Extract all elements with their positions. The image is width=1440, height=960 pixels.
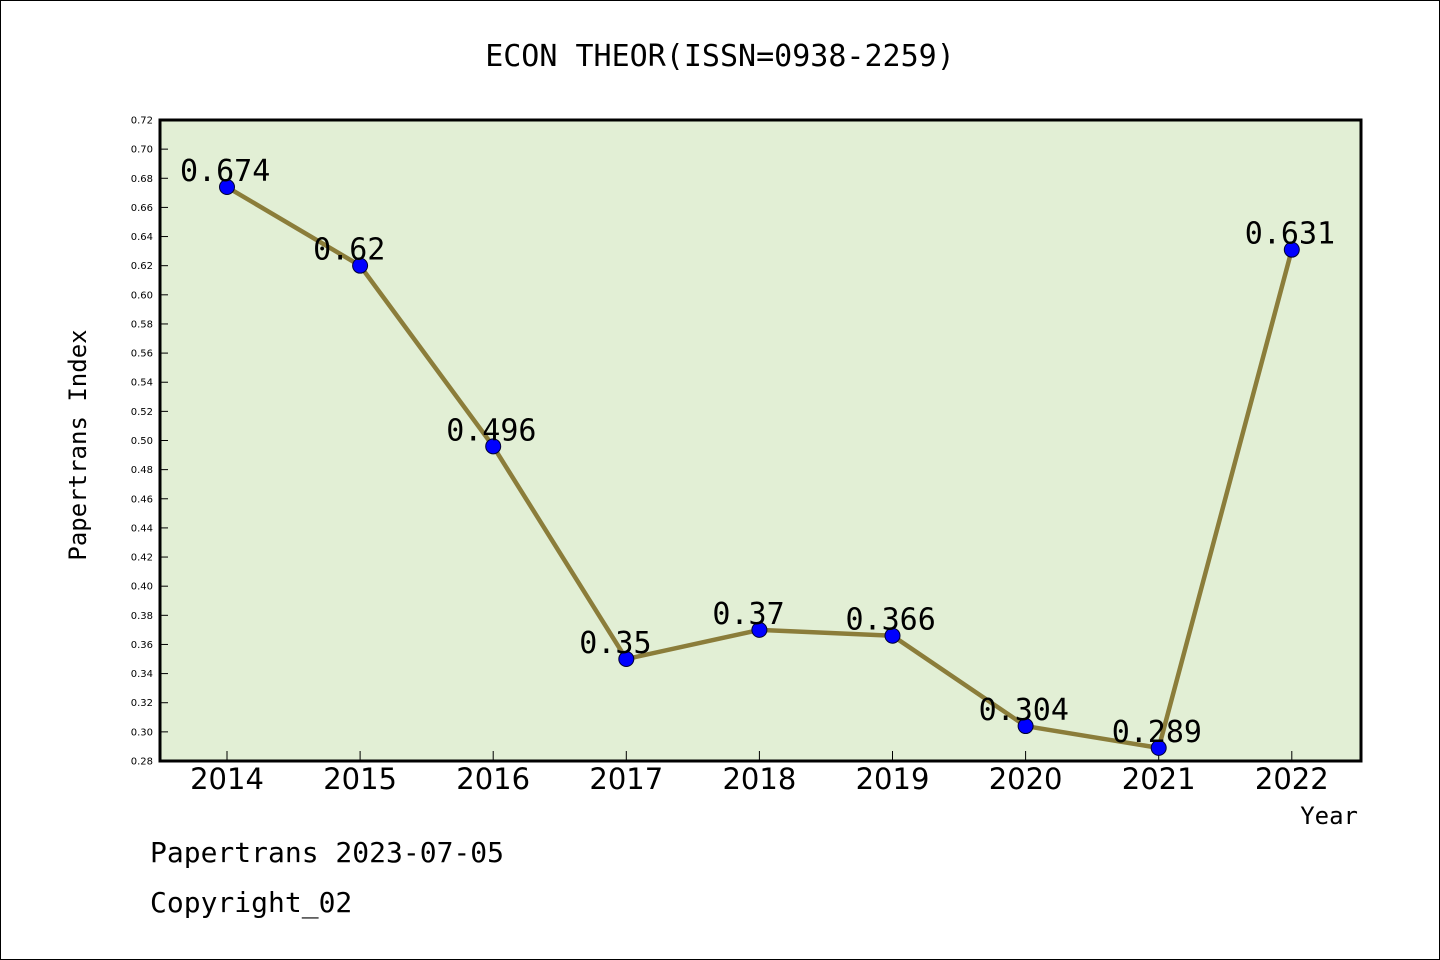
series-group: 0.674 0.62 0.496 0.35 0.37 0.366 0.304 0.289 0.6… <box>180 154 1335 756</box>
y-tick-label: 0.70 <box>131 145 153 156</box>
y-tick-label: 0.46 <box>131 494 153 505</box>
y-tick-label: 0.68 <box>131 174 153 185</box>
y-tick-label: 0.60 <box>131 290 153 301</box>
y-tick-label: 0.72 <box>131 116 153 127</box>
data-label: 0.631 <box>1245 217 1335 252</box>
data-point <box>219 179 235 196</box>
y-tick-label: 0.62 <box>131 261 153 272</box>
y-axis-label: Papertrans Index <box>64 329 92 560</box>
plot-area <box>158 118 1363 763</box>
y-tick-label: 0.50 <box>131 436 153 447</box>
data-point <box>618 651 635 668</box>
data-point <box>1150 739 1167 756</box>
data-label: 0.62 <box>313 233 385 268</box>
x-tick-label: 2018 <box>722 762 796 796</box>
x-tick-label: 2014 <box>190 762 264 796</box>
y-tick-label: 0.48 <box>131 465 153 476</box>
data-label: 0.289 <box>1112 715 1202 750</box>
data-label: 0.366 <box>846 603 936 638</box>
footer-date: Papertrans 2023-07-05 <box>150 836 505 869</box>
data-label: 0.496 <box>446 413 536 448</box>
data-point <box>1017 718 1034 735</box>
data-point <box>884 627 901 644</box>
data-label: 0.37 <box>712 597 784 632</box>
data-point <box>1283 241 1300 258</box>
y-tick-label: 0.30 <box>131 727 153 738</box>
x-tick-label: 2015 <box>323 762 397 796</box>
x-tick-label: 2017 <box>589 762 663 796</box>
y-tick-label: 0.58 <box>131 319 153 330</box>
y-tick-label: 0.56 <box>131 349 153 360</box>
y-tick-label: 0.66 <box>131 203 153 214</box>
x-tick-label: 2022 <box>1255 762 1329 796</box>
y-tick-label: 0.42 <box>131 553 153 564</box>
y-tick-label: 0.28 <box>131 757 153 768</box>
y-tick-label: 0.44 <box>131 523 153 534</box>
y-tick-label: 0.32 <box>131 698 153 709</box>
y-tick-label: 0.54 <box>131 378 153 389</box>
y-tick-label: 0.38 <box>131 611 153 622</box>
data-label: 0.674 <box>180 154 270 189</box>
x-tick-label: 2016 <box>456 762 530 796</box>
data-point <box>352 257 369 274</box>
chart-title: ECON THEOR(ISSN=0938-2259) <box>485 39 955 74</box>
x-tick-label: 2019 <box>856 762 930 796</box>
y-tick-label: 0.64 <box>131 232 153 243</box>
x-tick-label: 2020 <box>989 762 1063 796</box>
x-tick-label: 2021 <box>1122 762 1196 796</box>
y-tick-label: 0.40 <box>131 582 153 593</box>
footer-copyright: Copyright_02 <box>150 886 353 919</box>
data-point <box>751 621 768 638</box>
y-axis-ticks: 0.28 0.30 0.32 0.34 0.36 0.38 0.40 0.42 0.44 0.46… <box>131 116 168 768</box>
y-tick-label: 0.36 <box>131 640 153 651</box>
data-label: 0.35 <box>579 626 651 661</box>
x-axis-label: Year <box>1300 802 1358 830</box>
y-tick-label: 0.52 <box>131 407 153 418</box>
data-point <box>485 438 502 455</box>
y-tick-label: 0.34 <box>131 669 153 680</box>
x-axis-ticks: 2014 2015 2016 2017 2018 2019 2020 2021 2022 <box>190 751 1329 796</box>
data-label: 0.304 <box>979 693 1069 728</box>
